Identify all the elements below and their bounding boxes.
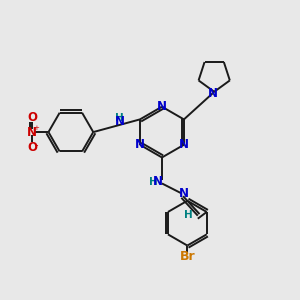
Text: N: N	[27, 126, 37, 139]
Text: H: H	[184, 210, 193, 220]
Text: O: O	[27, 111, 37, 124]
Text: N: N	[115, 116, 125, 128]
Text: -: -	[35, 140, 38, 150]
Text: N: N	[152, 175, 163, 188]
Text: Br: Br	[179, 250, 195, 263]
Text: +: +	[33, 125, 39, 131]
Text: N: N	[135, 138, 145, 151]
Text: N: N	[179, 138, 189, 151]
Text: O: O	[27, 140, 37, 154]
Text: H: H	[149, 177, 158, 187]
Text: N: N	[208, 87, 218, 100]
Text: H: H	[115, 113, 124, 123]
Text: N: N	[157, 100, 167, 113]
Text: N: N	[179, 188, 189, 200]
